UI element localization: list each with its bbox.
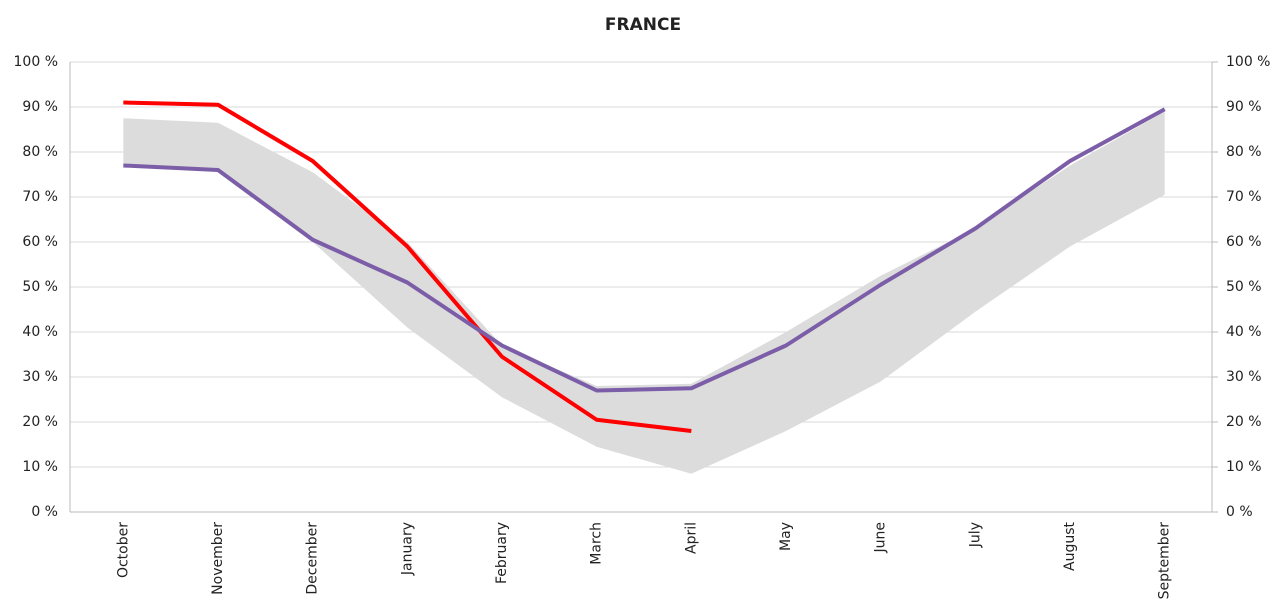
x-tick-label: May (778, 522, 794, 551)
y2-tick-label: 40 % (1226, 324, 1262, 340)
x-tick-label: October (115, 522, 131, 578)
y2-tick-label: 90 % (1226, 99, 1262, 115)
y2-tick-label: 10 % (1226, 459, 1262, 475)
range-band (123, 111, 1165, 474)
y2-tick-label: 100 % (1226, 54, 1270, 70)
y-tick-label: 0 % (31, 504, 58, 520)
series-line (123, 100, 692, 433)
y2-tick-label: 70 % (1226, 189, 1262, 205)
y2-tick-label: 60 % (1226, 234, 1262, 250)
x-tick-label: November (210, 522, 226, 595)
y-tick-label: 20 % (22, 414, 58, 430)
x-tick-label: March (589, 522, 605, 565)
y-tick-label: 70 % (22, 189, 58, 205)
y-tick-label: 30 % (22, 369, 58, 385)
x-tick-label: June (873, 522, 889, 554)
y-tick-label: 100 % (14, 54, 58, 70)
chart-title: FRANCE (605, 15, 681, 35)
y-tick-label: 10 % (22, 459, 58, 475)
y2-tick-label: 20 % (1226, 414, 1262, 430)
series-line (123, 107, 1166, 393)
y2-tick-label: 0 % (1226, 504, 1253, 520)
x-tick-label: February (494, 522, 510, 584)
y-tick-label: 40 % (22, 324, 58, 340)
y-tick-label: 80 % (22, 144, 58, 160)
y2-tick-label: 30 % (1226, 369, 1262, 385)
x-tick-label: September (1157, 522, 1173, 600)
y-tick-label: 50 % (22, 279, 58, 295)
y-tick-label: 60 % (22, 234, 58, 250)
x-tick-label: April (683, 522, 699, 554)
x-tick-label: January (399, 522, 415, 576)
x-tick-label: December (305, 522, 321, 595)
x-tick-label: July (967, 522, 983, 548)
y2-tick-label: 80 % (1226, 144, 1262, 160)
x-tick-label: August (1062, 521, 1078, 571)
y2-tick-label: 50 % (1226, 279, 1262, 295)
y-tick-label: 90 % (22, 99, 58, 115)
